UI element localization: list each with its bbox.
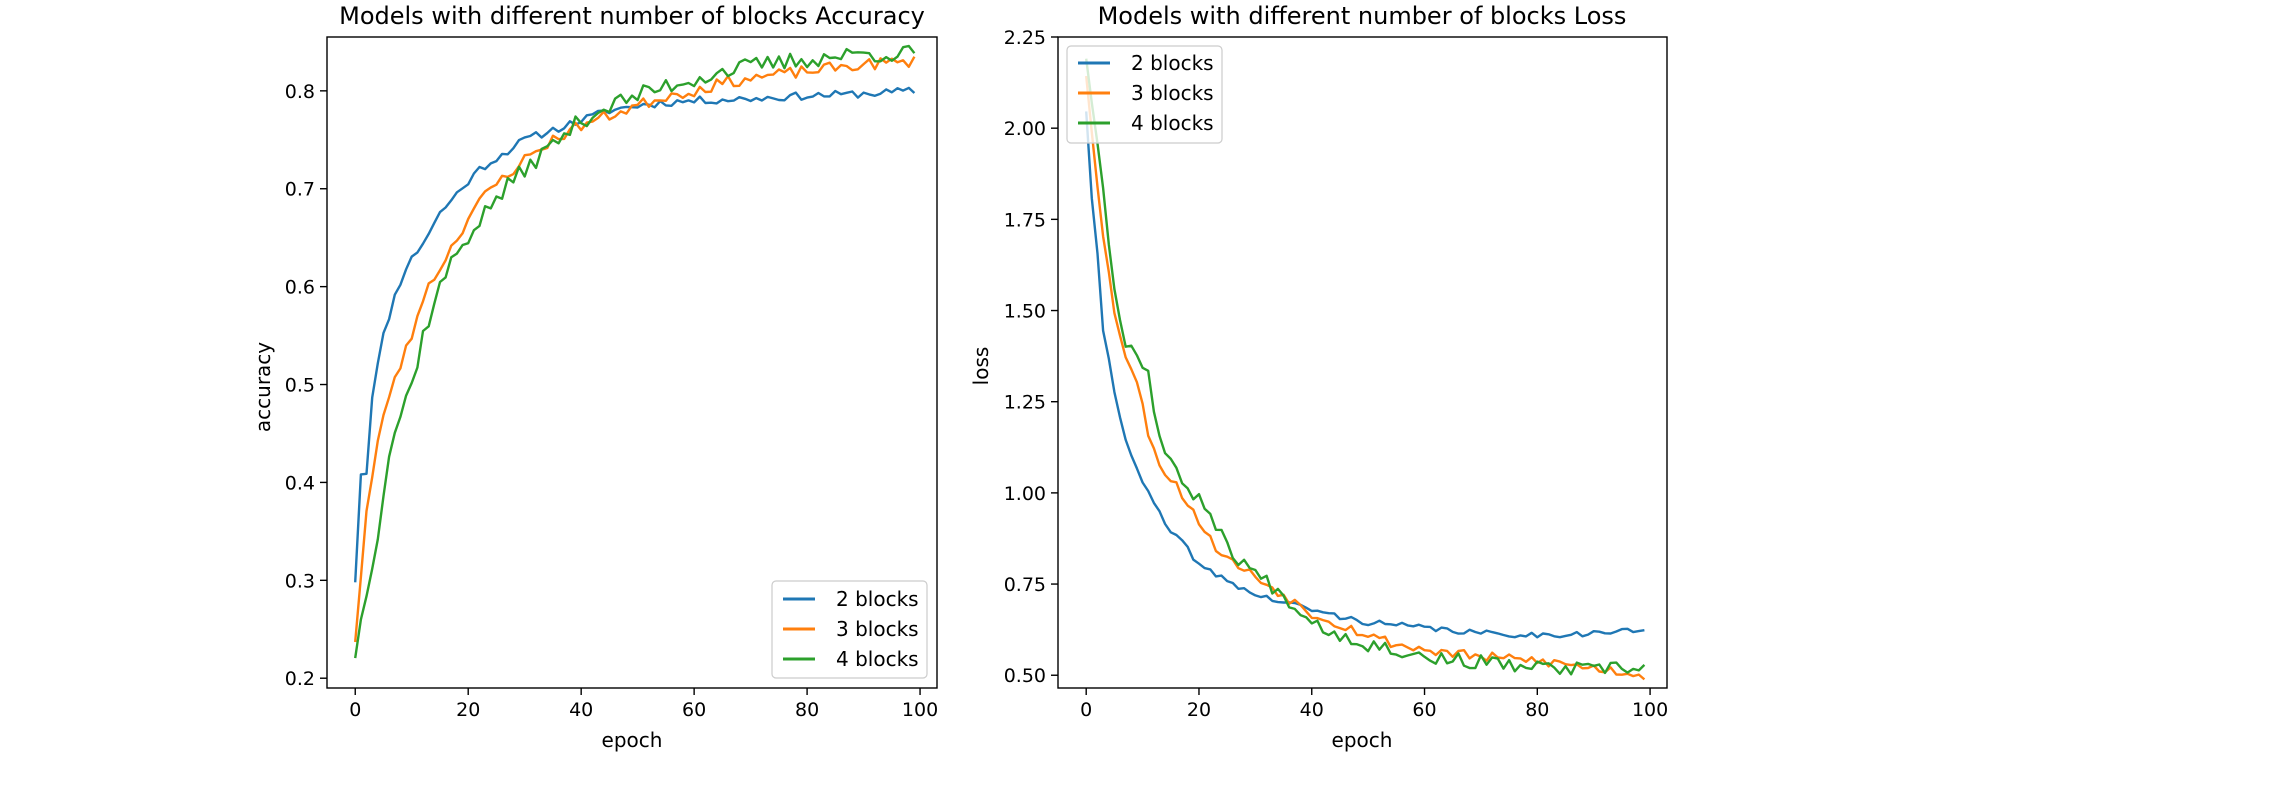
y-tick-label: 0.50 [1004, 665, 1046, 687]
loss-chart: Models with different number of blocks L… [969, 2, 1668, 752]
y-axis-label: loss [969, 347, 993, 386]
legend-label-4-blocks: 4 blocks [1131, 111, 1214, 135]
x-tick-label: 80 [795, 699, 819, 721]
x-axis-label: epoch [1332, 728, 1393, 752]
y-tick-label: 1.50 [1004, 301, 1046, 323]
x-tick-label: 0 [1080, 699, 1092, 721]
y-axis-label: accuracy [251, 342, 275, 432]
legend-label-3-blocks: 3 blocks [1131, 81, 1214, 105]
x-tick-label: 80 [1525, 699, 1549, 721]
x-tick-label: 20 [1187, 699, 1211, 721]
y-tick-label: 2.25 [1004, 27, 1046, 49]
x-tick-label: 60 [1412, 699, 1436, 721]
plot-frame [326, 36, 938, 689]
y-tick-label: 0.2 [285, 668, 315, 690]
series-line-4-blocks [1085, 58, 1646, 676]
legend-box [771, 580, 928, 679]
series-line-2-blocks [354, 86, 916, 583]
series-line-2-blocks [1085, 111, 1645, 639]
x-tick-label: 40 [1300, 699, 1324, 721]
series-line-3-blocks [1085, 75, 1646, 681]
legend-box [1066, 45, 1223, 144]
accuracy-chart: Models with different number of blocks A… [251, 2, 938, 752]
y-tick-label: 0.5 [285, 375, 315, 397]
x-tick-label: 0 [349, 699, 361, 721]
y-tick-label: 1.75 [1004, 209, 1046, 231]
chart-title: Models with different number of blocks A… [339, 2, 925, 30]
legend-label-2-blocks: 2 blocks [836, 587, 919, 611]
legend: 2 blocks 3 blocks 4 blocks [1066, 45, 1223, 144]
x-axis-label: epoch [602, 728, 663, 752]
legend-label-3-blocks: 3 blocks [836, 617, 919, 641]
legend-label-4-blocks: 4 blocks [836, 647, 919, 671]
series-line-3-blocks [354, 56, 916, 643]
y-tick-label: 2.00 [1004, 118, 1046, 140]
x-tick-label: 60 [682, 699, 706, 721]
x-tick-label: 40 [569, 699, 593, 721]
y-tick-label: 1.00 [1004, 483, 1046, 505]
legend: 2 blocks 3 blocks 4 blocks [771, 580, 928, 679]
x-tick-label: 20 [456, 699, 480, 721]
plot-frame [1057, 36, 1668, 689]
y-tick-label: 0.7 [285, 179, 315, 201]
y-tick-label: 1.25 [1004, 392, 1046, 414]
x-tick-label: 100 [1632, 699, 1668, 721]
series-line-4-blocks [354, 44, 916, 659]
y-tick-label: 0.3 [285, 570, 315, 592]
y-tick-label: 0.4 [285, 472, 315, 494]
y-tick-label: 0.6 [285, 277, 315, 299]
y-tick-label: 0.75 [1004, 574, 1046, 596]
x-tick-label: 100 [902, 699, 938, 721]
legend-label-2-blocks: 2 blocks [1131, 51, 1214, 75]
chart-title: Models with different number of blocks L… [1098, 2, 1627, 30]
y-tick-label: 0.8 [285, 81, 315, 103]
